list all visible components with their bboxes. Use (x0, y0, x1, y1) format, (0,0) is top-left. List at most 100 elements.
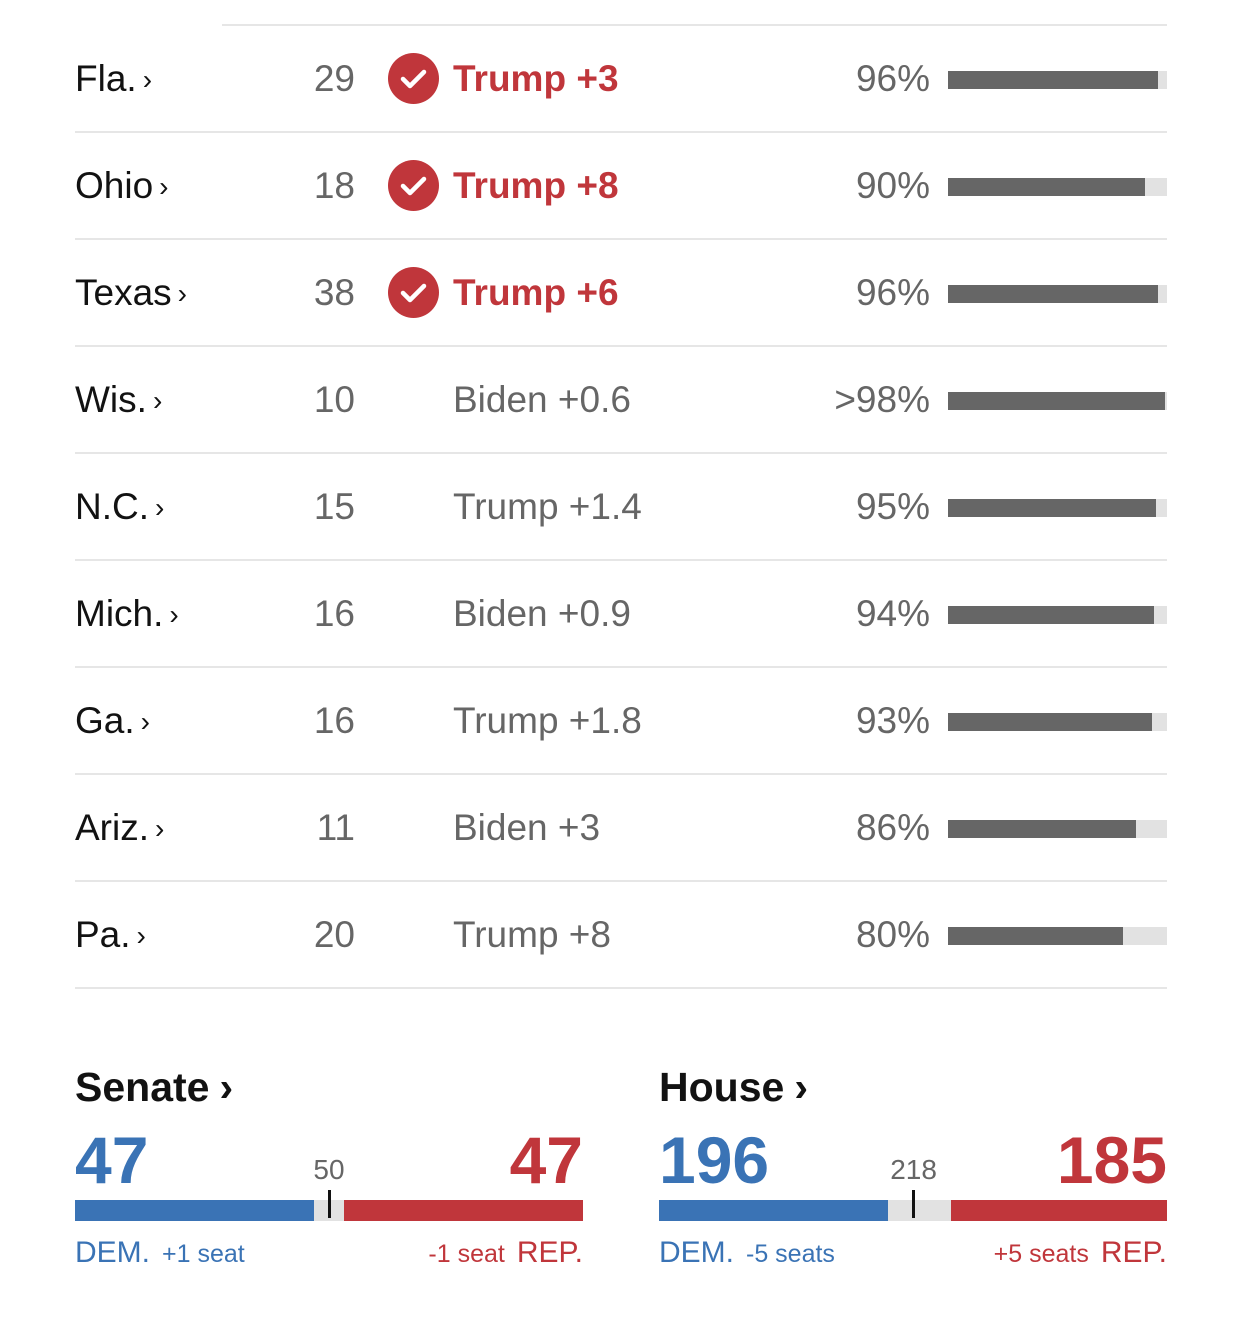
state-name: Ga. (75, 700, 135, 741)
table-row: N.C. › 15 Trump +1.4 95% (75, 454, 1167, 561)
table-row: Texas › 38 Trump +6 96% (75, 240, 1167, 347)
house-majority-tick (912, 1190, 916, 1218)
check-icon (388, 160, 439, 211)
state-name: Ariz. (75, 807, 149, 848)
state-name: Texas (75, 272, 172, 313)
senate-majority-tick (327, 1190, 331, 1218)
state-link[interactable]: Mich. › (75, 561, 179, 666)
margin-value: Trump +6 (453, 272, 619, 313)
reporting-bar-fill (948, 392, 1165, 410)
electoral-votes: 16 (313, 593, 355, 634)
state-link[interactable]: Wis. › (75, 347, 162, 452)
senate-dem-bar (75, 1200, 314, 1221)
electoral-votes: 10 (313, 379, 355, 420)
reporting-bar-fill (948, 499, 1157, 517)
chevron-right-icon: › (152, 385, 163, 416)
reporting-percent: 96% (855, 58, 930, 99)
margin-value: Trump +8 (453, 165, 619, 206)
chevron-right-icon: › (169, 599, 179, 630)
reporting-bar-fill (948, 820, 1137, 838)
margin-value: Trump +1.4 (453, 486, 642, 527)
state-link[interactable]: N.C. › (75, 454, 164, 559)
check-icon (388, 53, 439, 104)
table-row: Mich. › 16 Biden +0.9 94% (75, 561, 1167, 668)
reporting-bar (948, 392, 1167, 410)
house-dem-legend: DEM. -5 seats (659, 1236, 835, 1269)
reporting-percent: 80% (855, 914, 930, 955)
state-name: Fla. (75, 58, 137, 99)
senate-rep-bar (344, 1200, 583, 1221)
reporting-percent: 94% (855, 593, 930, 634)
chevron-right-icon: › (794, 1064, 808, 1110)
house-dem-count: 196 (659, 1123, 770, 1197)
electoral-votes: 20 (313, 914, 355, 955)
chevron-right-icon: › (159, 171, 169, 202)
margin-value: Trump +3 (453, 58, 619, 99)
house-dem-bar (659, 1200, 888, 1221)
margin-value: Biden +0.9 (453, 593, 631, 634)
reporting-bar (948, 178, 1167, 196)
chevron-right-icon: › (155, 492, 165, 523)
table-row: Ariz. › 11 Biden +3 86% (75, 775, 1167, 882)
chevron-right-icon: › (136, 920, 146, 951)
house-majority-label: 218 (890, 1154, 937, 1185)
reporting-bar-fill (948, 927, 1124, 945)
state-link[interactable]: Texas › (75, 240, 187, 345)
senate-rep-count: 47 (509, 1123, 583, 1197)
house-rep-legend: +5 seats REP. (993, 1236, 1167, 1269)
state-link[interactable]: Pa. › (75, 882, 146, 987)
reporting-bar (948, 606, 1167, 624)
senate-majority-label: 50 (313, 1154, 345, 1185)
reporting-bar (948, 820, 1167, 838)
senate-rep-legend: -1 seat REP. (428, 1236, 583, 1269)
senate-link[interactable]: Senate › (75, 1064, 234, 1110)
margin-value: Biden +3 (453, 807, 601, 848)
reporting-percent: 93% (855, 700, 930, 741)
table-row: Ohio › 18 Trump +8 90% (75, 133, 1167, 240)
margin-value: Biden +0.6 (453, 379, 631, 420)
table-row: Ga. › 16 Trump +1.8 93% (75, 668, 1167, 775)
house-panel: House › 196 218 185 DEM. -5 seats +5 seats… (659, 1060, 1167, 1269)
table-row: Pa. › 20 Trump +8 80% (75, 882, 1167, 989)
reporting-percent: 95% (855, 486, 930, 527)
state-link[interactable]: Fla. › (75, 26, 152, 131)
reporting-bar (948, 285, 1167, 303)
reporting-bar (948, 927, 1167, 945)
state-link[interactable]: Ariz. › (75, 775, 164, 880)
electoral-votes: 15 (313, 486, 355, 527)
header-divider (222, 24, 1167, 26)
state-name: Ohio (75, 165, 154, 206)
reporting-bar-fill (948, 285, 1159, 303)
reporting-bar-fill (948, 178, 1146, 196)
senate-panel: Senate › 47 50 47 DEM. +1 seat -1 seat REP. (75, 1060, 583, 1269)
electoral-votes: 38 (313, 272, 355, 313)
reporting-bar (948, 713, 1167, 731)
reporting-bar-fill (948, 713, 1152, 731)
chevron-right-icon: › (177, 278, 187, 309)
chevron-right-icon: › (219, 1064, 234, 1110)
reporting-percent: 96% (855, 272, 930, 313)
state-name: Pa. (75, 914, 131, 955)
state-name: N.C. (75, 486, 149, 527)
chevron-right-icon: › (142, 64, 153, 95)
reporting-percent: >98% (834, 379, 930, 420)
chevron-right-icon: › (155, 813, 165, 844)
electoral-votes: 16 (313, 700, 355, 741)
house-rep-count: 185 (1056, 1123, 1167, 1197)
chevron-right-icon: › (140, 706, 150, 737)
electoral-votes: 18 (313, 165, 355, 206)
reporting-percent: 86% (855, 807, 930, 848)
reporting-percent: 90% (855, 165, 930, 206)
state-link[interactable]: Ohio › (75, 133, 168, 238)
senate-dem-count: 47 (75, 1123, 149, 1197)
state-name: Wis. (75, 379, 147, 420)
house-rep-bar (950, 1200, 1167, 1221)
margin-value: Trump +1.8 (453, 700, 642, 741)
margin-value: Trump +8 (453, 914, 611, 955)
house-link[interactable]: House › (659, 1064, 808, 1110)
electoral-votes: 29 (313, 58, 355, 99)
reporting-bar-fill (948, 606, 1154, 624)
state-link[interactable]: Ga. › (75, 668, 150, 773)
check-icon (388, 267, 439, 318)
electoral-votes: 11 (316, 807, 355, 848)
